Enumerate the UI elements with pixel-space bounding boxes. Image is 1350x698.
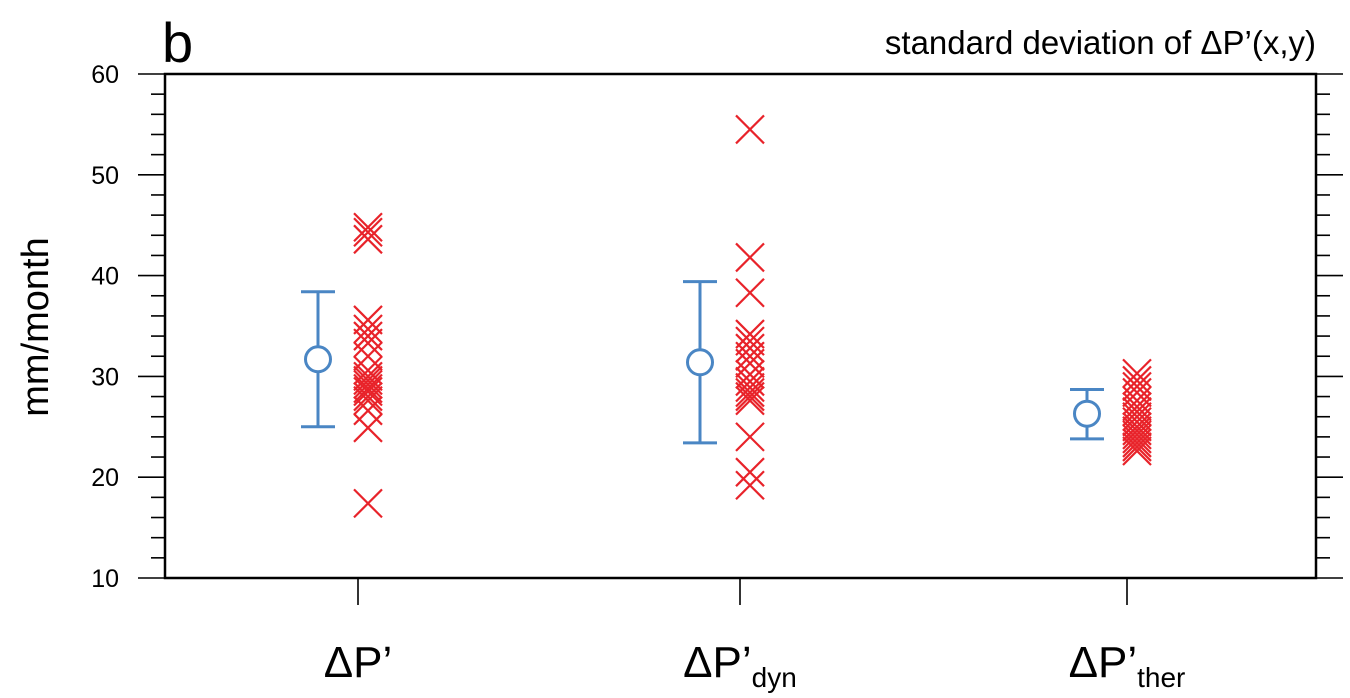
ensemble-means — [301, 280, 1104, 445]
x-tick-label: ΔP’ther — [1069, 638, 1186, 693]
x-tick-label: ΔP’dyn — [683, 638, 797, 693]
member-point — [1122, 436, 1152, 466]
member-point — [735, 381, 765, 412]
cross-stroke — [353, 217, 383, 248]
cross-stroke — [735, 422, 765, 452]
member-point — [353, 314, 383, 344]
member-point — [353, 305, 383, 335]
member-point — [1122, 432, 1152, 462]
member-point — [735, 457, 765, 487]
cross-stroke — [353, 488, 383, 519]
mean-circle — [686, 348, 714, 377]
cross-stroke — [1122, 420, 1152, 450]
cross-stroke — [735, 385, 765, 416]
cross-stroke — [735, 377, 765, 408]
y-axis-label: mm/month — [15, 237, 57, 416]
member-point — [353, 413, 383, 443]
member-point — [735, 422, 765, 452]
member-point — [1122, 424, 1152, 454]
cross-stroke — [1122, 424, 1152, 454]
cross-stroke — [735, 457, 765, 487]
cross-stroke — [735, 372, 765, 403]
cross-stroke — [735, 381, 765, 412]
member-point — [735, 319, 765, 349]
cross-stroke — [1122, 436, 1152, 466]
cross-stroke — [735, 277, 765, 308]
member-point — [1122, 385, 1152, 416]
cross-stroke — [353, 305, 383, 335]
cross-stroke — [735, 114, 765, 145]
x-axis: ΔP’ ΔP’dyn ΔP’ther — [324, 578, 1186, 693]
member-point — [735, 277, 765, 308]
y-tick-label: 60 — [91, 61, 119, 89]
cross-stroke — [353, 373, 383, 404]
member-point — [353, 385, 383, 416]
cross-stroke — [735, 242, 765, 273]
y-tick-label: 20 — [91, 464, 119, 492]
cross-stroke — [353, 381, 383, 412]
member-point — [353, 328, 383, 358]
cross-stroke — [1122, 428, 1152, 458]
x-tick-label: ΔP’ — [324, 638, 393, 687]
cross-stroke — [353, 314, 383, 344]
y-axis: 10 20 30 40 50 60 — [91, 61, 1343, 593]
cross-stroke — [735, 333, 765, 363]
member-point — [735, 372, 765, 403]
cross-stroke — [353, 212, 383, 242]
cross-stroke — [1122, 385, 1152, 416]
member-point — [735, 470, 765, 501]
member-point — [735, 114, 765, 145]
member-point — [353, 224, 383, 255]
mean-range-marker — [1070, 388, 1104, 441]
cross-stroke — [353, 385, 383, 416]
member-point — [353, 212, 383, 242]
member-point — [1122, 428, 1152, 458]
y-tick-label: 50 — [91, 162, 119, 190]
member-point — [735, 333, 765, 363]
member-point — [353, 373, 383, 404]
chart-title: standard deviation of ΔP’(x,y) — [885, 24, 1316, 61]
cross-stroke — [1122, 432, 1152, 462]
cross-stroke — [353, 224, 383, 255]
member-point — [735, 385, 765, 416]
panel-label: b — [162, 11, 193, 74]
member-point — [1122, 420, 1152, 450]
mean-circle — [1073, 399, 1101, 428]
mean-range-marker — [683, 280, 717, 445]
y-tick-label: 10 — [91, 565, 119, 593]
member-point — [735, 377, 765, 408]
cross-stroke — [353, 369, 383, 400]
member-point — [735, 242, 765, 273]
cross-stroke — [735, 319, 765, 349]
member-point — [353, 217, 383, 248]
y-tick-label: 30 — [91, 363, 119, 391]
member-point — [735, 326, 765, 356]
cross-stroke — [353, 328, 383, 358]
mean-circle — [304, 345, 332, 374]
member-point — [353, 488, 383, 519]
cross-stroke — [735, 326, 765, 356]
y-tick-label: 40 — [91, 263, 119, 291]
ensemble-members — [353, 114, 1152, 519]
member-point — [353, 369, 383, 400]
mean-range-marker — [301, 290, 335, 429]
cross-stroke — [353, 413, 383, 443]
cross-stroke — [735, 470, 765, 501]
member-point — [353, 381, 383, 412]
